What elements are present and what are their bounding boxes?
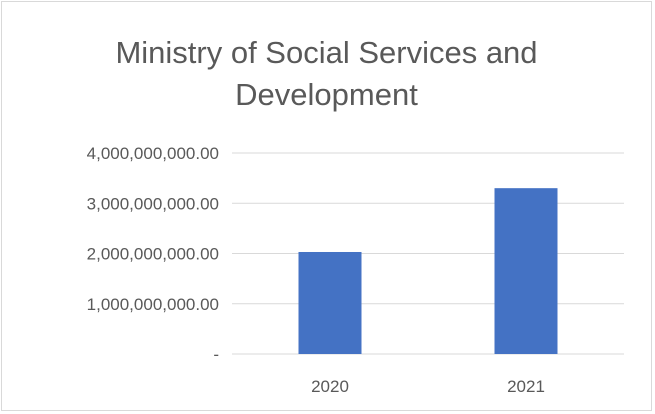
bars xyxy=(298,188,558,354)
gridlines xyxy=(232,152,624,355)
y-axis-tick-labels: - 1,000,000,000.00 2,000,000,000.00 3,000,0… xyxy=(87,144,219,364)
bar-2021 xyxy=(494,188,558,354)
bar-2020 xyxy=(298,251,362,354)
chart-title: Ministry of Social Services and Developm… xyxy=(115,35,538,112)
x-tick-label-2020: 2020 xyxy=(311,377,349,396)
y-tick-label-0: - xyxy=(213,345,219,364)
x-tick-label-2021: 2021 xyxy=(507,377,545,396)
y-tick-label-3: 3,000,000,000.00 xyxy=(87,194,219,213)
y-tick-label-1: 1,000,000,000.00 xyxy=(87,295,219,314)
y-tick-label-4: 4,000,000,000.00 xyxy=(87,144,219,163)
y-tick-label-2: 2,000,000,000.00 xyxy=(87,245,219,264)
x-axis-tick-labels: 2020 2021 xyxy=(311,377,545,396)
